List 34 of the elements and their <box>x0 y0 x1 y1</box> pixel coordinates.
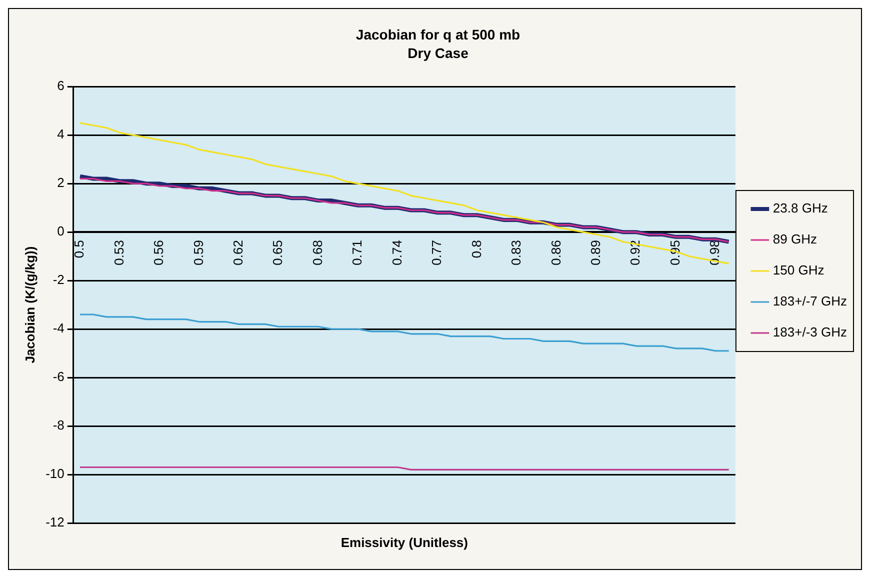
x-tick-label: 0.71 <box>350 240 365 266</box>
x-tick-label: 0.8 <box>468 240 484 258</box>
y-axis-title: Jacobian (K/(g/kg)) <box>22 246 38 364</box>
x-tick-label: 0.89 <box>588 240 603 266</box>
legend-label: 23.8 GHz <box>772 200 828 216</box>
legend-label: 89 GHz <box>772 232 818 247</box>
x-tick-label: 0.68 <box>310 240 325 266</box>
x-tick-label: 0.83 <box>508 240 524 266</box>
x-tick-label: 0.65 <box>270 240 286 266</box>
y-tick-label: 2 <box>57 175 64 190</box>
x-tick-label: 0.56 <box>151 240 166 266</box>
x-tick-label: 0.77 <box>429 240 444 266</box>
y-tick-label: -12 <box>46 514 64 530</box>
x-tick-label: 0.62 <box>230 240 246 266</box>
y-tick-label: 6 <box>57 78 64 94</box>
y-tick-label: -4 <box>52 320 64 336</box>
y-tick-label: -2 <box>52 272 64 288</box>
chart-subtitle: Dry Case <box>408 45 469 62</box>
x-axis-title: Emissivity (Unitless) <box>340 535 468 550</box>
legend-label: 150 GHz <box>772 262 824 278</box>
legend-label: 183+/-3 GHz <box>772 324 848 340</box>
x-tick-label: 0.74 <box>389 240 404 266</box>
legend-label: 183+/-7 GHz <box>772 294 848 309</box>
x-tick-label: 0.86 <box>548 240 564 266</box>
y-tick-label: -10 <box>46 466 64 482</box>
x-tick-label: 0.95 <box>667 240 682 266</box>
y-tick-label: 4 <box>57 126 64 142</box>
y-tick-label: -8 <box>52 418 64 433</box>
y-tick-label: -6 <box>52 369 64 384</box>
x-tick-label: 0.59 <box>190 240 206 266</box>
chart-title: Jacobian for q at 500 mb <box>356 26 520 42</box>
x-tick-label: 0.53 <box>111 240 126 266</box>
x-tick-label: 0.5 <box>72 240 87 258</box>
y-tick-label: 0 <box>57 224 64 239</box>
